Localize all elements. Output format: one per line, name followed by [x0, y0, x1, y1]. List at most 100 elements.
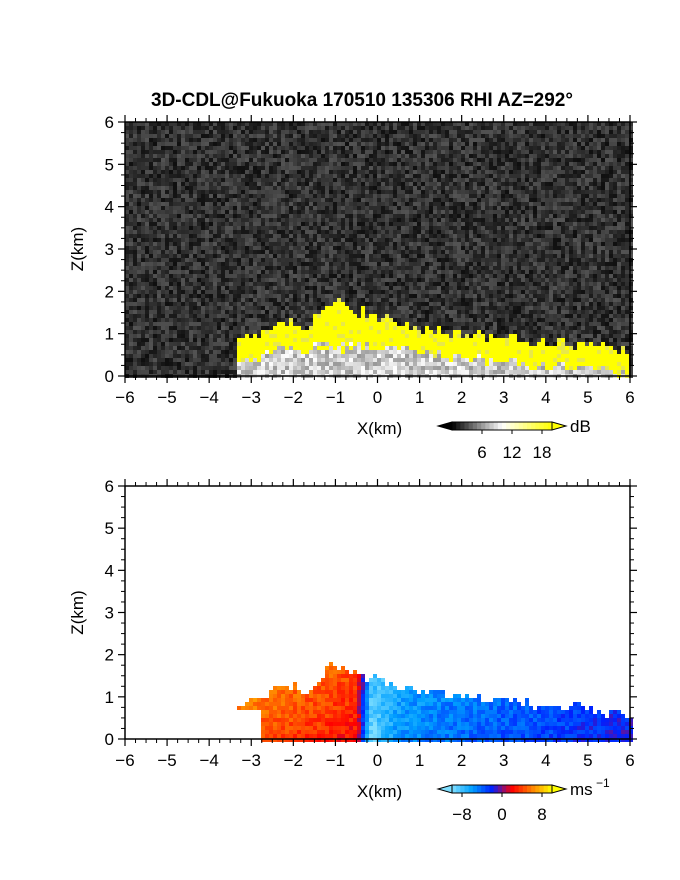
intensity-cell — [357, 350, 361, 354]
intensity-cell — [257, 338, 261, 342]
intensity-cell — [277, 354, 281, 358]
intensity-cell — [385, 242, 389, 246]
intensity-cell — [373, 166, 377, 170]
intensity-cell — [213, 250, 217, 254]
intensity-cell — [361, 206, 365, 210]
intensity-cell — [385, 298, 389, 302]
intensity-cell — [169, 250, 173, 254]
intensity-cell — [417, 162, 421, 166]
intensity-cell — [377, 294, 381, 298]
intensity-cell — [353, 330, 357, 334]
intensity-cell — [393, 266, 397, 270]
intensity-cell — [149, 142, 153, 146]
intensity-cell — [269, 346, 273, 350]
intensity-cell — [149, 158, 153, 162]
intensity-cell — [317, 230, 321, 234]
intensity-cell — [161, 170, 165, 174]
intensity-cell — [129, 122, 133, 126]
intensity-cell — [281, 246, 285, 250]
intensity-cell — [181, 150, 185, 154]
intensity-cell — [297, 222, 301, 226]
intensity-cell — [377, 346, 381, 350]
intensity-cell — [333, 266, 337, 270]
intensity-cell — [137, 262, 141, 266]
intensity-cell — [133, 218, 137, 222]
intensity-cell — [205, 250, 209, 254]
intensity-cell — [225, 158, 229, 162]
intensity-cell — [401, 214, 405, 218]
intensity-cell — [357, 346, 361, 350]
intensity-cell — [281, 214, 285, 218]
intensity-cell — [217, 302, 221, 306]
intensity-cell — [421, 314, 425, 318]
intensity-cell — [177, 178, 181, 182]
intensity-cell — [173, 322, 177, 326]
intensity-cell — [169, 258, 173, 262]
intensity-cell — [161, 354, 165, 358]
intensity-cell — [181, 178, 185, 182]
intensity-cell — [169, 174, 173, 178]
intensity-cell — [393, 198, 397, 202]
intensity-cell — [305, 158, 309, 162]
intensity-cell — [237, 134, 241, 138]
intensity-cell — [433, 178, 437, 182]
intensity-cell — [189, 142, 193, 146]
intensity-cell — [417, 246, 421, 250]
intensity-cell — [309, 194, 313, 198]
intensity-cell — [333, 190, 337, 194]
intensity-cell — [249, 314, 253, 318]
intensity-cell — [197, 346, 201, 350]
intensity-cell — [349, 126, 353, 130]
intensity-cell — [429, 310, 433, 314]
intensity-cell — [409, 254, 413, 258]
intensity-cell — [333, 322, 337, 326]
intensity-cell — [281, 238, 285, 242]
intensity-cell — [285, 162, 289, 166]
intensity-cell — [337, 286, 341, 290]
intensity-cell — [389, 202, 393, 206]
intensity-cell — [241, 258, 245, 262]
intensity-cell — [257, 210, 261, 214]
intensity-cell — [317, 310, 321, 314]
intensity-cell — [245, 270, 249, 274]
intensity-cell — [225, 302, 229, 306]
intensity-cell — [233, 174, 237, 178]
intensity-cell — [337, 342, 341, 346]
intensity-cell — [273, 126, 277, 130]
intensity-cell — [257, 266, 261, 270]
intensity-cell — [209, 322, 213, 326]
intensity-cell — [201, 130, 205, 134]
intensity-cell — [285, 126, 289, 130]
intensity-cell — [381, 226, 385, 230]
intensity-cell — [261, 358, 265, 362]
intensity-cell — [213, 278, 217, 282]
intensity-cell — [141, 310, 145, 314]
intensity-cell — [237, 150, 241, 154]
intensity-cell — [213, 122, 217, 126]
intensity-cell — [369, 322, 373, 326]
intensity-cell — [337, 302, 341, 306]
intensity-cell — [381, 362, 385, 366]
intensity-cell — [185, 306, 189, 310]
intensity-cell — [149, 322, 153, 326]
intensity-cell — [273, 270, 277, 274]
intensity-cell — [317, 146, 321, 150]
intensity-cell — [193, 334, 197, 338]
intensity-cell — [285, 190, 289, 194]
intensity-cell — [417, 126, 421, 130]
intensity-cell — [313, 322, 317, 326]
intensity-cell — [181, 262, 185, 266]
intensity-cell — [197, 342, 201, 346]
intensity-cell — [165, 150, 169, 154]
intensity-cell — [357, 206, 361, 210]
intensity-cell — [353, 262, 357, 266]
intensity-cell — [337, 122, 341, 126]
intensity-cell — [309, 242, 313, 246]
intensity-cell — [205, 346, 209, 350]
intensity-cell — [389, 306, 393, 310]
intensity-cell — [169, 206, 173, 210]
intensity-cell — [157, 310, 161, 314]
intensity-cell — [181, 358, 185, 362]
intensity-cell — [269, 226, 273, 230]
intensity-cell — [253, 274, 257, 278]
